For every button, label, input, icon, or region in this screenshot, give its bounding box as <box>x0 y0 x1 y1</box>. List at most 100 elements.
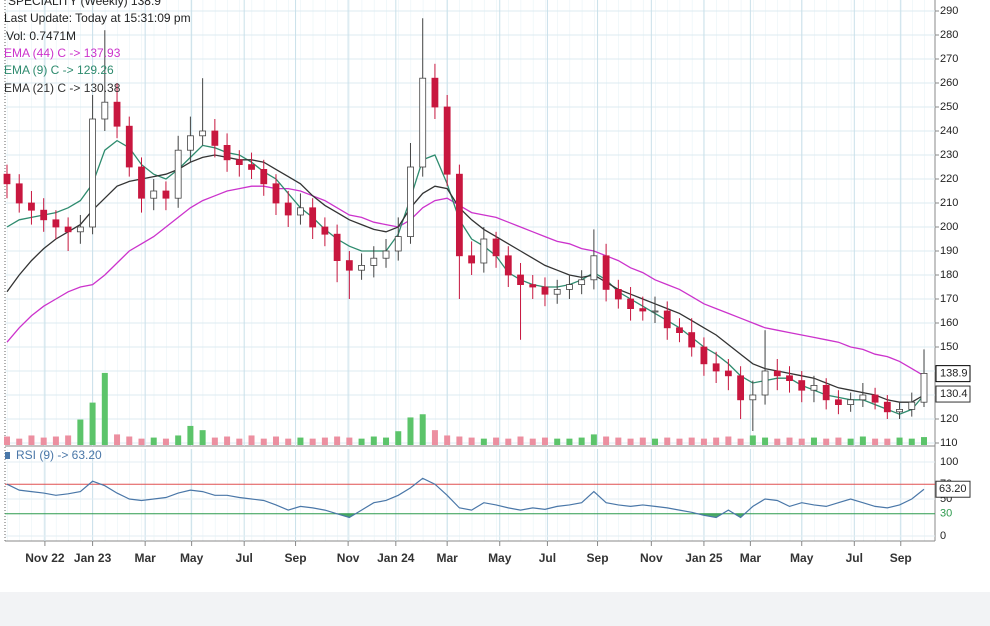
x-tick-label: Jul <box>539 551 556 565</box>
candle-body <box>529 284 537 288</box>
volume-bar <box>321 437 328 445</box>
volume-bar <box>236 438 243 445</box>
chart-title: SPECIALITY (Weekly) 138.9 <box>8 0 161 8</box>
volume-bar <box>248 435 255 445</box>
volume-bar <box>713 437 720 445</box>
y-tick-label: 250 <box>940 101 958 113</box>
candle-body <box>394 236 402 252</box>
volume-bar <box>346 437 353 445</box>
volume-bar <box>40 437 47 445</box>
y-tick-label: 150 <box>940 341 958 353</box>
candle-body <box>492 238 500 257</box>
candle-body <box>419 77 427 168</box>
volume-bar <box>370 436 377 445</box>
volume-bar <box>615 437 622 445</box>
candle-body <box>443 106 451 175</box>
volume-bar <box>297 437 304 445</box>
volume-bar <box>798 438 805 445</box>
rsi-line <box>6 477 925 519</box>
ema-line <box>6 185 925 377</box>
x-tick-label: Nov <box>337 551 360 565</box>
y-tick-label: 110 <box>940 437 958 449</box>
chart: SPECIALITY (Weekly) 138.9 Last Update: T… <box>0 0 990 592</box>
minor-grid <box>5 0 935 446</box>
candle-body <box>297 207 304 216</box>
y-tick-label: 230 <box>940 149 958 161</box>
candle-body <box>773 370 781 377</box>
y-tick-label: 210 <box>940 197 958 209</box>
minor-grid <box>5 449 935 541</box>
volume-bar <box>77 419 84 445</box>
rsi-legend: RSI (9) -> 63.20 <box>16 448 102 462</box>
volume-bar <box>199 430 206 445</box>
volume-legend: Vol: 0.7471M <box>6 29 76 43</box>
volume-bar <box>859 436 866 445</box>
candle-body <box>235 159 243 166</box>
volume-bar <box>505 438 512 445</box>
candle-body <box>64 226 72 233</box>
candle-body <box>40 209 48 221</box>
volume-bar <box>16 438 23 445</box>
volume-bar <box>835 437 842 445</box>
candle-body <box>688 332 696 348</box>
volume-bar <box>358 438 365 445</box>
x-tick-label: Jul <box>236 551 253 565</box>
candle-body <box>810 384 818 391</box>
candle-body <box>724 370 732 377</box>
y-tick-label: 100 <box>940 456 958 468</box>
volume-bar <box>114 434 121 445</box>
y-tick-label: 160 <box>940 317 958 329</box>
candle-body <box>407 166 414 237</box>
legend-entry: EMA (21) C -> 130.38 <box>4 81 121 95</box>
candle-body <box>3 173 11 185</box>
subtitle: Last Update: Today at 15:31:09 pm <box>4 11 191 25</box>
volume-bar <box>786 437 793 445</box>
volume-bar <box>150 437 157 445</box>
volume-bar <box>419 414 426 445</box>
volume-bar <box>908 438 915 445</box>
volume-bar <box>884 438 891 445</box>
volume-bar <box>309 438 316 445</box>
candle-body <box>737 375 744 401</box>
candle-body <box>284 202 292 216</box>
volume-bar <box>480 438 487 445</box>
candle-body <box>52 219 60 228</box>
x-tick-label: Nov <box>640 551 663 565</box>
candle-body <box>651 310 659 313</box>
volume-bar <box>431 430 438 445</box>
volume-bar <box>872 438 879 445</box>
volume-bar <box>590 434 597 445</box>
volume-bar <box>652 438 659 445</box>
volume-bar <box>578 437 585 445</box>
x-tick-label: Mar <box>436 551 458 565</box>
candle-body <box>847 399 855 405</box>
candle-body <box>260 168 268 185</box>
last-value-box <box>935 480 971 498</box>
volume-bar <box>847 438 854 445</box>
candle-body <box>199 130 207 137</box>
volume-bar <box>541 437 548 445</box>
candle-body <box>883 401 891 413</box>
candle-body <box>321 226 329 235</box>
volume-bar <box>272 436 279 445</box>
volume-bar <box>395 431 402 445</box>
candle-body <box>358 264 365 271</box>
volume-bar <box>211 437 218 445</box>
candle-body <box>28 202 35 211</box>
candle-body <box>835 399 842 405</box>
volume-bar <box>810 437 817 445</box>
volume-bar <box>762 437 769 445</box>
candle-body <box>431 77 439 108</box>
last-value-box <box>935 385 971 403</box>
volume-bar <box>664 437 671 445</box>
x-tick-label: Jan 24 <box>377 551 415 565</box>
volume-bar <box>639 437 646 445</box>
candle-body <box>138 166 145 199</box>
volume-bar <box>529 438 536 445</box>
candle-body <box>480 238 488 264</box>
volume-bar <box>89 402 96 445</box>
volume-bar <box>334 436 341 445</box>
oversold-fill <box>7 513 924 518</box>
y-tick-label: 240 <box>940 125 958 137</box>
